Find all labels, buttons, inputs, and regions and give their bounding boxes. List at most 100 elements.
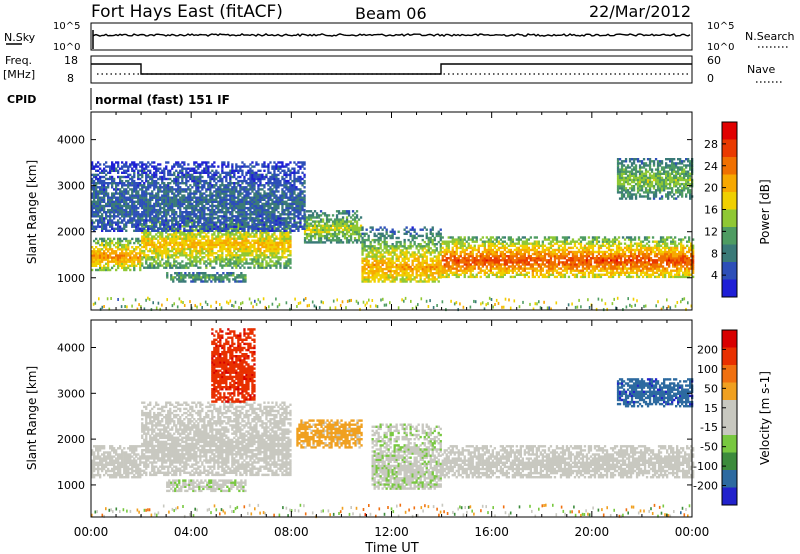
power-low-range-speckle [92,296,693,312]
velocity-colorbar-tick-7: -200 [693,480,718,493]
velocity-band-6 [616,378,694,408]
velocity-colorbar-segment-4 [722,400,737,418]
velocity-band-5 [441,445,695,479]
cpid-text: normal (fast) 151 IF [95,93,230,107]
nave-label: Nave [747,63,775,76]
freq-tick-8: 8 [67,72,74,85]
velocity-band-2 [166,479,247,493]
velocity-heatmap [91,328,695,519]
velocity-colorbar-segment-3 [722,382,737,401]
noise-tick-top-right: 10^5 [707,21,734,32]
power-colorbar-segment-0 [722,122,737,140]
power-colorbar-tick-3: 16 [704,204,718,217]
power-band-6 [441,236,695,279]
velocity-colorbar-tick-2: 50 [704,382,718,395]
power-colorbar: 28 24 20 16 12 8 4 [704,121,738,298]
velocity-y-tick-label-3: 4000 [57,341,85,354]
velocity-colorbar-tick-6: -100 [693,460,718,473]
velocity-colorbar-segment-9 [722,487,737,506]
cpid-label: CPID [7,93,36,106]
power-y-tick-label-3: 4000 [57,134,85,147]
power-band-2 [166,272,247,283]
velocity-band-1 [141,401,292,477]
power-y-tick-label-1: 2000 [57,226,85,239]
power-colorbar-segment-3 [722,174,737,193]
velocity-colorbar-tick-3: 15 [704,402,718,415]
velocity-band-0 [91,445,142,479]
freq-unit-label: [MHz] [3,68,35,81]
frequency-trace [91,63,692,75]
power-colorbar-tick-5: 8 [711,247,718,260]
freq-label: Freq. [5,54,32,67]
nave-tick-60: 60 [707,54,721,67]
x-axis-title: Time UT [364,541,418,554]
power-colorbar-tick-2: 20 [704,182,718,195]
x-axis-labels: 00:00 04:00 08:00 12:00 16:00 20:00 00:00 [74,525,710,539]
noise-tick-bottom-right: 10^0 [707,42,734,53]
velocity-y-tick-label-0: 1000 [57,479,85,492]
velocity-y-axis-label: Slant Range [km] [25,366,39,470]
velocity-colorbar-segment-7 [722,452,737,471]
power-colorbar-segment-8 [722,262,737,280]
power-colorbar-segment-7 [722,244,737,263]
nave-tick-0: 0 [707,72,714,85]
velocity-colorbar-segment-2 [722,365,737,383]
velocity-colorbar-segment-6 [722,435,737,453]
power-colorbar-segment-2 [722,157,737,175]
power-band-7 [616,158,694,200]
x-tick-label-3: 12:00 [374,525,409,539]
velocity-colorbar-label: Velocity [m s-1] [758,371,772,465]
power-colorbar-segment-6 [722,227,737,245]
x-tick-label-0: 00:00 [74,525,109,539]
power-y-tick-label-2: 3000 [57,180,85,193]
x-tick-label-5: 20:00 [575,525,610,539]
n-sky-label: N.Sky [4,31,36,44]
power-colorbar-tick-0: 28 [704,138,718,151]
power-colorbar-tick-6: 4 [711,269,718,282]
beam-title: Beam 06 [355,4,427,23]
velocity-colorbar: 200 100 50 15 -15 -50 -100 -200 [693,329,738,506]
velocity-colorbar-segment-5 [722,417,737,436]
x-tick-label-4: 16:00 [474,525,509,539]
power-y-tick-label-0: 1000 [57,272,85,285]
velocity-colorbar-tick-5: -50 [700,441,718,454]
power-colorbar-segment-4 [722,192,737,210]
velocity-band-3 [296,419,363,449]
power-colorbar-label: Power [dB] [758,179,772,244]
noise-tick-bottom-left: 10^0 [53,42,80,53]
power-band-4 [91,161,306,232]
date-title: 22/Mar/2012 [589,2,691,21]
velocity-low-range-speckle [91,503,691,519]
power-colorbar-tick-1: 24 [704,160,718,173]
velocity-colorbar-segment-0 [722,330,737,348]
power-band-5 [361,226,442,283]
power-colorbar-segment-5 [722,209,737,228]
frequency-panel: Freq. [MHz] 18 8 60 0 Nave [3,54,782,85]
velocity-colorbar-tick-0: 200 [697,343,718,356]
power-colorbar-tick-4: 12 [704,225,718,238]
freq-tick-18: 18 [64,54,78,67]
power-heatmap [91,158,695,312]
power-colorbar-segment-1 [722,139,737,158]
velocity-colorbar-tick-4: -15 [700,421,718,434]
x-tick-label-6: 00:00 [675,525,710,539]
power-colorbar-segment-9 [722,279,737,298]
n-search-label: N.Search [745,30,795,43]
x-tick-label-2: 08:00 [274,525,309,539]
x-tick-label-1: 04:00 [174,525,209,539]
velocity-band-4 [371,423,442,490]
velocity-y-tick-label-2: 3000 [57,387,85,400]
velocity-panel: 1000 2000 3000 4000 Slant Range [km] [25,319,695,519]
noise-panel: N.Sky 10^5 10^0 10^5 10^0 N.Search [4,21,795,53]
power-y-axis-label: Slant Range [km] [25,160,39,264]
velocity-colorbar-segment-1 [722,347,737,366]
power-panel: 1000 2000 3000 4000 Slant Range [km] [25,111,695,312]
noise-sky-trace [92,33,691,37]
cpid-panel: CPID normal (fast) 151 IF [7,88,230,110]
velocity-band-7 [211,328,256,403]
noise-tick-top-left: 10^5 [53,21,80,32]
power-band-0 [91,237,142,272]
velocity-colorbar-tick-1: 100 [697,363,718,376]
power-band-3 [303,210,363,244]
